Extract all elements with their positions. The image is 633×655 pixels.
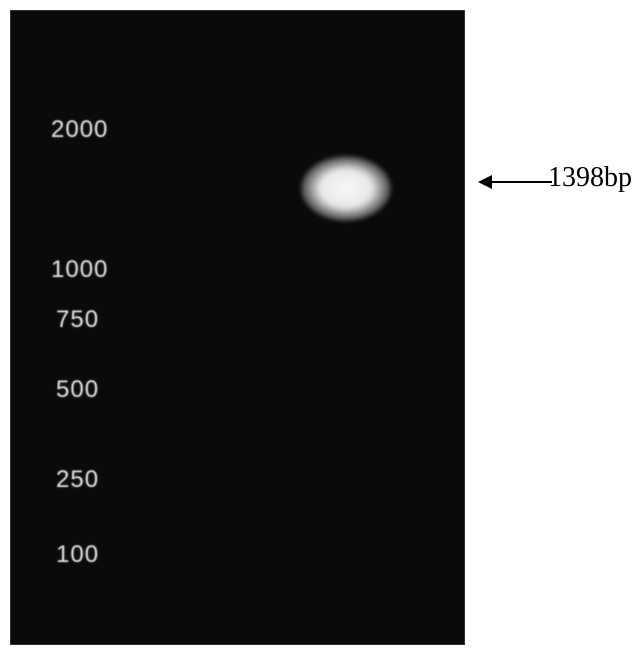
ladder-label-100: 100 <box>56 541 99 569</box>
ladder-label-750: 750 <box>56 306 99 334</box>
band-size-label: 1398bp <box>548 162 632 194</box>
ladder-label-2000: 2000 <box>51 116 108 144</box>
gel-image: 2000 1000 750 500 250 100 <box>10 10 465 645</box>
annotation-arrow <box>478 175 552 189</box>
ladder-label-500: 500 <box>56 376 99 404</box>
sample-band <box>301 156 391 221</box>
ladder-label-1000: 1000 <box>51 256 108 284</box>
ladder-label-250: 250 <box>56 466 99 494</box>
arrow-head-icon <box>478 175 492 189</box>
arrow-line <box>492 181 552 183</box>
